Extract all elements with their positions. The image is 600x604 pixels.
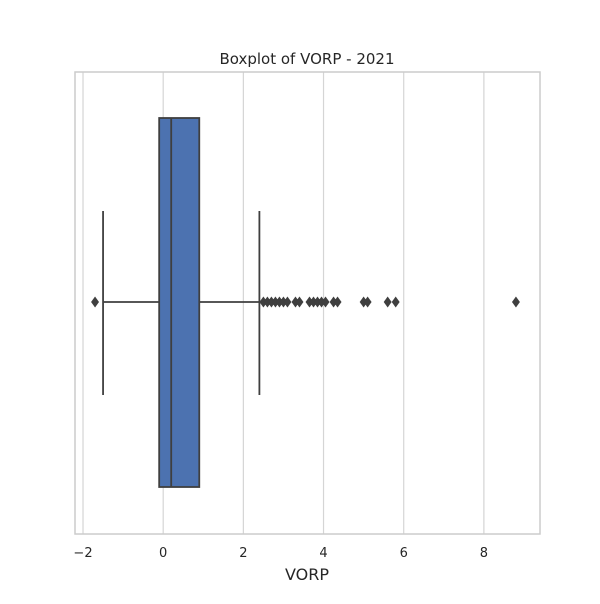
outlier-point xyxy=(321,296,330,308)
x-tick-label: −2 xyxy=(73,546,92,561)
iqr-box xyxy=(158,117,201,488)
x-tick-label: 6 xyxy=(400,546,408,561)
outlier-layer xyxy=(91,296,520,308)
x-axis-label: VORP xyxy=(285,565,329,584)
outlier-point xyxy=(391,296,400,308)
plot-frame xyxy=(74,71,541,535)
x-tick-label: 8 xyxy=(480,546,488,561)
box-layer xyxy=(102,117,261,488)
chart-title: Boxplot of VORP - 2021 xyxy=(219,50,394,68)
x-tick-label: 4 xyxy=(319,546,327,561)
outlier-point xyxy=(283,296,292,308)
outlier-point xyxy=(333,296,342,308)
x-tick-label: 2 xyxy=(239,546,247,561)
tick-layer: −2 0 2 4 6 8 xyxy=(73,546,488,561)
outlier-point xyxy=(363,296,372,308)
x-tick-label: 0 xyxy=(159,546,167,561)
outlier-point xyxy=(295,296,304,308)
outlier-point xyxy=(91,296,100,308)
outlier-point xyxy=(383,296,392,308)
frame-layer xyxy=(74,71,541,535)
outlier-point xyxy=(511,296,520,308)
